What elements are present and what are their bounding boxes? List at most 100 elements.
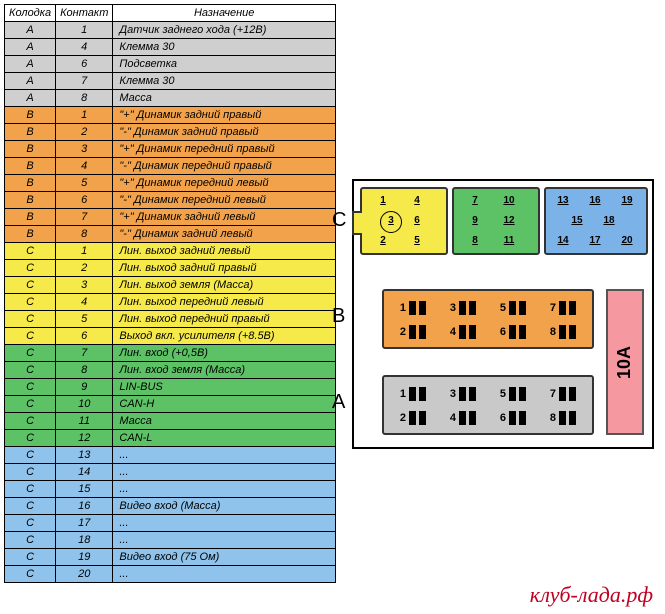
cell-pin: 4 xyxy=(56,158,113,175)
cell-desc: Лин. выход передний правый xyxy=(113,311,336,328)
cell-desc: Датчик заднего хода (+12В) xyxy=(113,22,336,39)
cell-pin: 12 xyxy=(56,430,113,447)
pin-6: 6 xyxy=(496,411,540,425)
cell-pin: 8 xyxy=(56,362,113,379)
cell-desc: "-" Динамик задний левый xyxy=(113,226,336,243)
cell-block: C xyxy=(5,345,56,362)
pin-8: 8 xyxy=(546,411,590,425)
pin-c-4: 4 xyxy=(410,195,424,206)
connector-b: 13572468 xyxy=(382,289,594,349)
cell-pin: 5 xyxy=(56,175,113,192)
cell-desc: "-" Динамик передний правый xyxy=(113,158,336,175)
pin-3: 3 xyxy=(446,387,490,401)
cell-block: B xyxy=(5,141,56,158)
table-row: B7"+" Динамик задний левый xyxy=(5,209,336,226)
table-row: B3"+" Динамик передний правый xyxy=(5,141,336,158)
table-row: C10CAN-H xyxy=(5,396,336,413)
pin-c-17: 17 xyxy=(588,235,602,246)
pin-c-3: 3 xyxy=(384,215,398,226)
table-row: A7Клемма 30 xyxy=(5,73,336,90)
cell-pin: 20 xyxy=(56,566,113,583)
cell-pin: 6 xyxy=(56,56,113,73)
pin-c-9: 9 xyxy=(468,215,482,226)
pin-4: 4 xyxy=(446,411,490,425)
cell-desc: "-" Динамик передний левый xyxy=(113,192,336,209)
cell-block: C xyxy=(5,311,56,328)
cell-block: C xyxy=(5,277,56,294)
cell-desc: Видео вход (Масса) xyxy=(113,498,336,515)
table-row: C1Лин. выход задний левый xyxy=(5,243,336,260)
connector-c-green: 710912811 xyxy=(452,187,540,255)
table-row: B4"-" Динамик передний правый xyxy=(5,158,336,175)
cell-pin: 14 xyxy=(56,464,113,481)
cell-pin: 5 xyxy=(56,311,113,328)
cell-pin: 17 xyxy=(56,515,113,532)
cell-pin: 19 xyxy=(56,549,113,566)
cell-block: C xyxy=(5,481,56,498)
cell-desc: "-" Динамик задний правый xyxy=(113,124,336,141)
pin-c-13: 13 xyxy=(556,195,570,206)
cell-desc: Клемма 30 xyxy=(113,39,336,56)
table-row: C19Видео вход (75 Ом) xyxy=(5,549,336,566)
cell-pin: 16 xyxy=(56,498,113,515)
cell-desc: "+" Динамик передний правый xyxy=(113,141,336,158)
pin-c-6: 6 xyxy=(410,215,424,226)
table-row: C7Лин. вход (+0,5В) xyxy=(5,345,336,362)
table-row: C9LIN-BUS xyxy=(5,379,336,396)
cell-desc: Лин. выход передний левый xyxy=(113,294,336,311)
connector-c: 143625 710912811 1316191518141720 xyxy=(360,187,646,259)
table-row: C20... xyxy=(5,566,336,583)
cell-pin: 6 xyxy=(56,328,113,345)
fuse-10a: 10A xyxy=(606,289,644,435)
cell-pin: 3 xyxy=(56,277,113,294)
pin-c-18: 18 xyxy=(602,215,616,226)
cell-block: A xyxy=(5,90,56,107)
cell-pin: 2 xyxy=(56,124,113,141)
pin-1: 1 xyxy=(396,301,440,315)
cell-pin: 3 xyxy=(56,141,113,158)
cell-block: A xyxy=(5,39,56,56)
cell-desc: Лин. выход земля (Масса) xyxy=(113,277,336,294)
col-block: Колодка xyxy=(5,5,56,22)
cell-desc: ... xyxy=(113,481,336,498)
cell-desc: Клемма 30 xyxy=(113,73,336,90)
table-row: C3Лин. выход земля (Масса) xyxy=(5,277,336,294)
cell-pin: 8 xyxy=(56,90,113,107)
pin-7: 7 xyxy=(546,387,590,401)
cell-block: A xyxy=(5,56,56,73)
cell-desc: Лин. выход задний левый xyxy=(113,243,336,260)
table-row: C11Масса xyxy=(5,413,336,430)
table-row: C5Лин. выход передний правый xyxy=(5,311,336,328)
table-row: C2Лин. выход задний правый xyxy=(5,260,336,277)
cell-desc: ... xyxy=(113,464,336,481)
table-row: B8"-" Динамик задний левый xyxy=(5,226,336,243)
pin-c-10: 10 xyxy=(502,195,516,206)
pin-c-14: 14 xyxy=(556,235,570,246)
pin-c-1: 1 xyxy=(376,195,390,206)
cell-block: C xyxy=(5,396,56,413)
cell-block: C xyxy=(5,566,56,583)
cell-block: C xyxy=(5,464,56,481)
pin-8: 8 xyxy=(546,325,590,339)
table-row: C17... xyxy=(5,515,336,532)
table-row: C4Лин. выход передний левый xyxy=(5,294,336,311)
cell-block: C xyxy=(5,413,56,430)
cell-pin: 4 xyxy=(56,294,113,311)
connector-c-blue: 1316191518141720 xyxy=(544,187,648,255)
cell-block: B xyxy=(5,107,56,124)
table-row: A6Подсветка xyxy=(5,56,336,73)
cell-block: A xyxy=(5,22,56,39)
cell-block: B xyxy=(5,175,56,192)
cell-pin: 7 xyxy=(56,73,113,90)
pin-c-20: 20 xyxy=(620,235,634,246)
cell-desc: ... xyxy=(113,566,336,583)
cell-pin: 2 xyxy=(56,260,113,277)
cell-block: C xyxy=(5,362,56,379)
cell-block: C xyxy=(5,549,56,566)
table-row: C13... xyxy=(5,447,336,464)
label-c: C xyxy=(332,209,346,232)
cell-pin: 7 xyxy=(56,345,113,362)
cell-desc: Масса xyxy=(113,413,336,430)
cell-block: B xyxy=(5,226,56,243)
pin-6: 6 xyxy=(496,325,540,339)
